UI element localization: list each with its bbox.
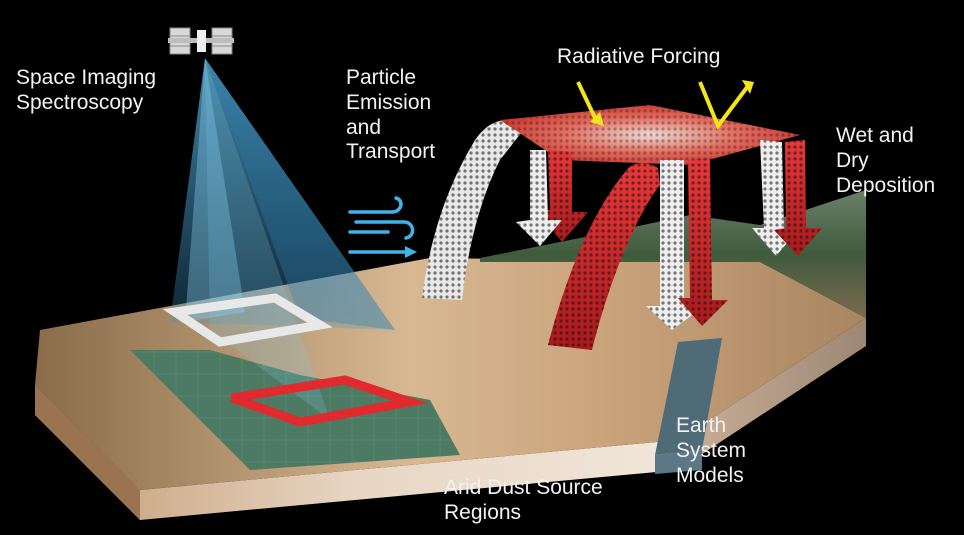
label-space-imaging-line-2: Spectroscopy xyxy=(16,90,144,114)
label-deposition-line-3: Deposition xyxy=(836,173,936,197)
wind-icon xyxy=(348,196,417,258)
emission-plume-white xyxy=(422,120,525,300)
dust-cloud-layer xyxy=(500,105,800,165)
label-radiative-forcing: Radiative Forcing xyxy=(557,45,720,70)
label-earth-line-2: System xyxy=(676,438,747,462)
deposition-arrow-white-1 xyxy=(516,150,562,246)
slab-front-face xyxy=(35,385,678,520)
deposition-arrow-white-2 xyxy=(646,160,702,330)
forcing-arrow-incoming xyxy=(576,81,604,126)
imaging-beam xyxy=(170,58,395,420)
label-particle-line-3: and xyxy=(346,115,382,139)
label-deposition-line-1: Wet and xyxy=(836,124,914,147)
slab-left-face xyxy=(35,385,140,520)
deposition-arrow-red-1 xyxy=(536,150,588,242)
label-earth-line-1: Earth xyxy=(676,414,727,437)
forcing-arrow-reflected xyxy=(698,80,754,131)
label-radiative-line-1: Radiative Forcing xyxy=(557,45,721,68)
label-arid-line-2: Regions xyxy=(444,500,522,524)
footprint-red xyxy=(230,375,428,427)
label-particle-line-2: Emission xyxy=(346,90,432,114)
label-particle-line-1: Particle xyxy=(346,66,417,89)
earth-model-strip xyxy=(655,338,722,455)
deposition-arrow-white-3 xyxy=(752,140,800,256)
label-deposition: Wet and Dry Deposition xyxy=(836,124,935,198)
transport-plume-red xyxy=(548,163,660,350)
footprint-white xyxy=(162,293,333,347)
deposition-arrow-red-3 xyxy=(774,140,822,256)
label-particle-emission: Particle Emission and Transport xyxy=(346,66,435,165)
deposition-arrow-red-2 xyxy=(678,158,728,326)
label-earth-line-3: Models xyxy=(676,463,744,487)
label-particle-line-4: Transport xyxy=(346,140,436,164)
satellite-icon xyxy=(168,27,234,55)
label-space-imaging-line-1: Space Imaging xyxy=(16,66,157,89)
slab-right-face xyxy=(678,318,866,470)
label-earth-system-models: Earth System Models xyxy=(676,414,746,488)
label-arid-line-1: Arid Dust Source xyxy=(444,476,603,499)
label-arid-dust-source: Arid Dust Source Regions xyxy=(444,476,603,526)
label-space-imaging: Space Imaging Spectroscopy xyxy=(16,66,156,116)
label-deposition-line-2: Dry xyxy=(836,148,869,172)
